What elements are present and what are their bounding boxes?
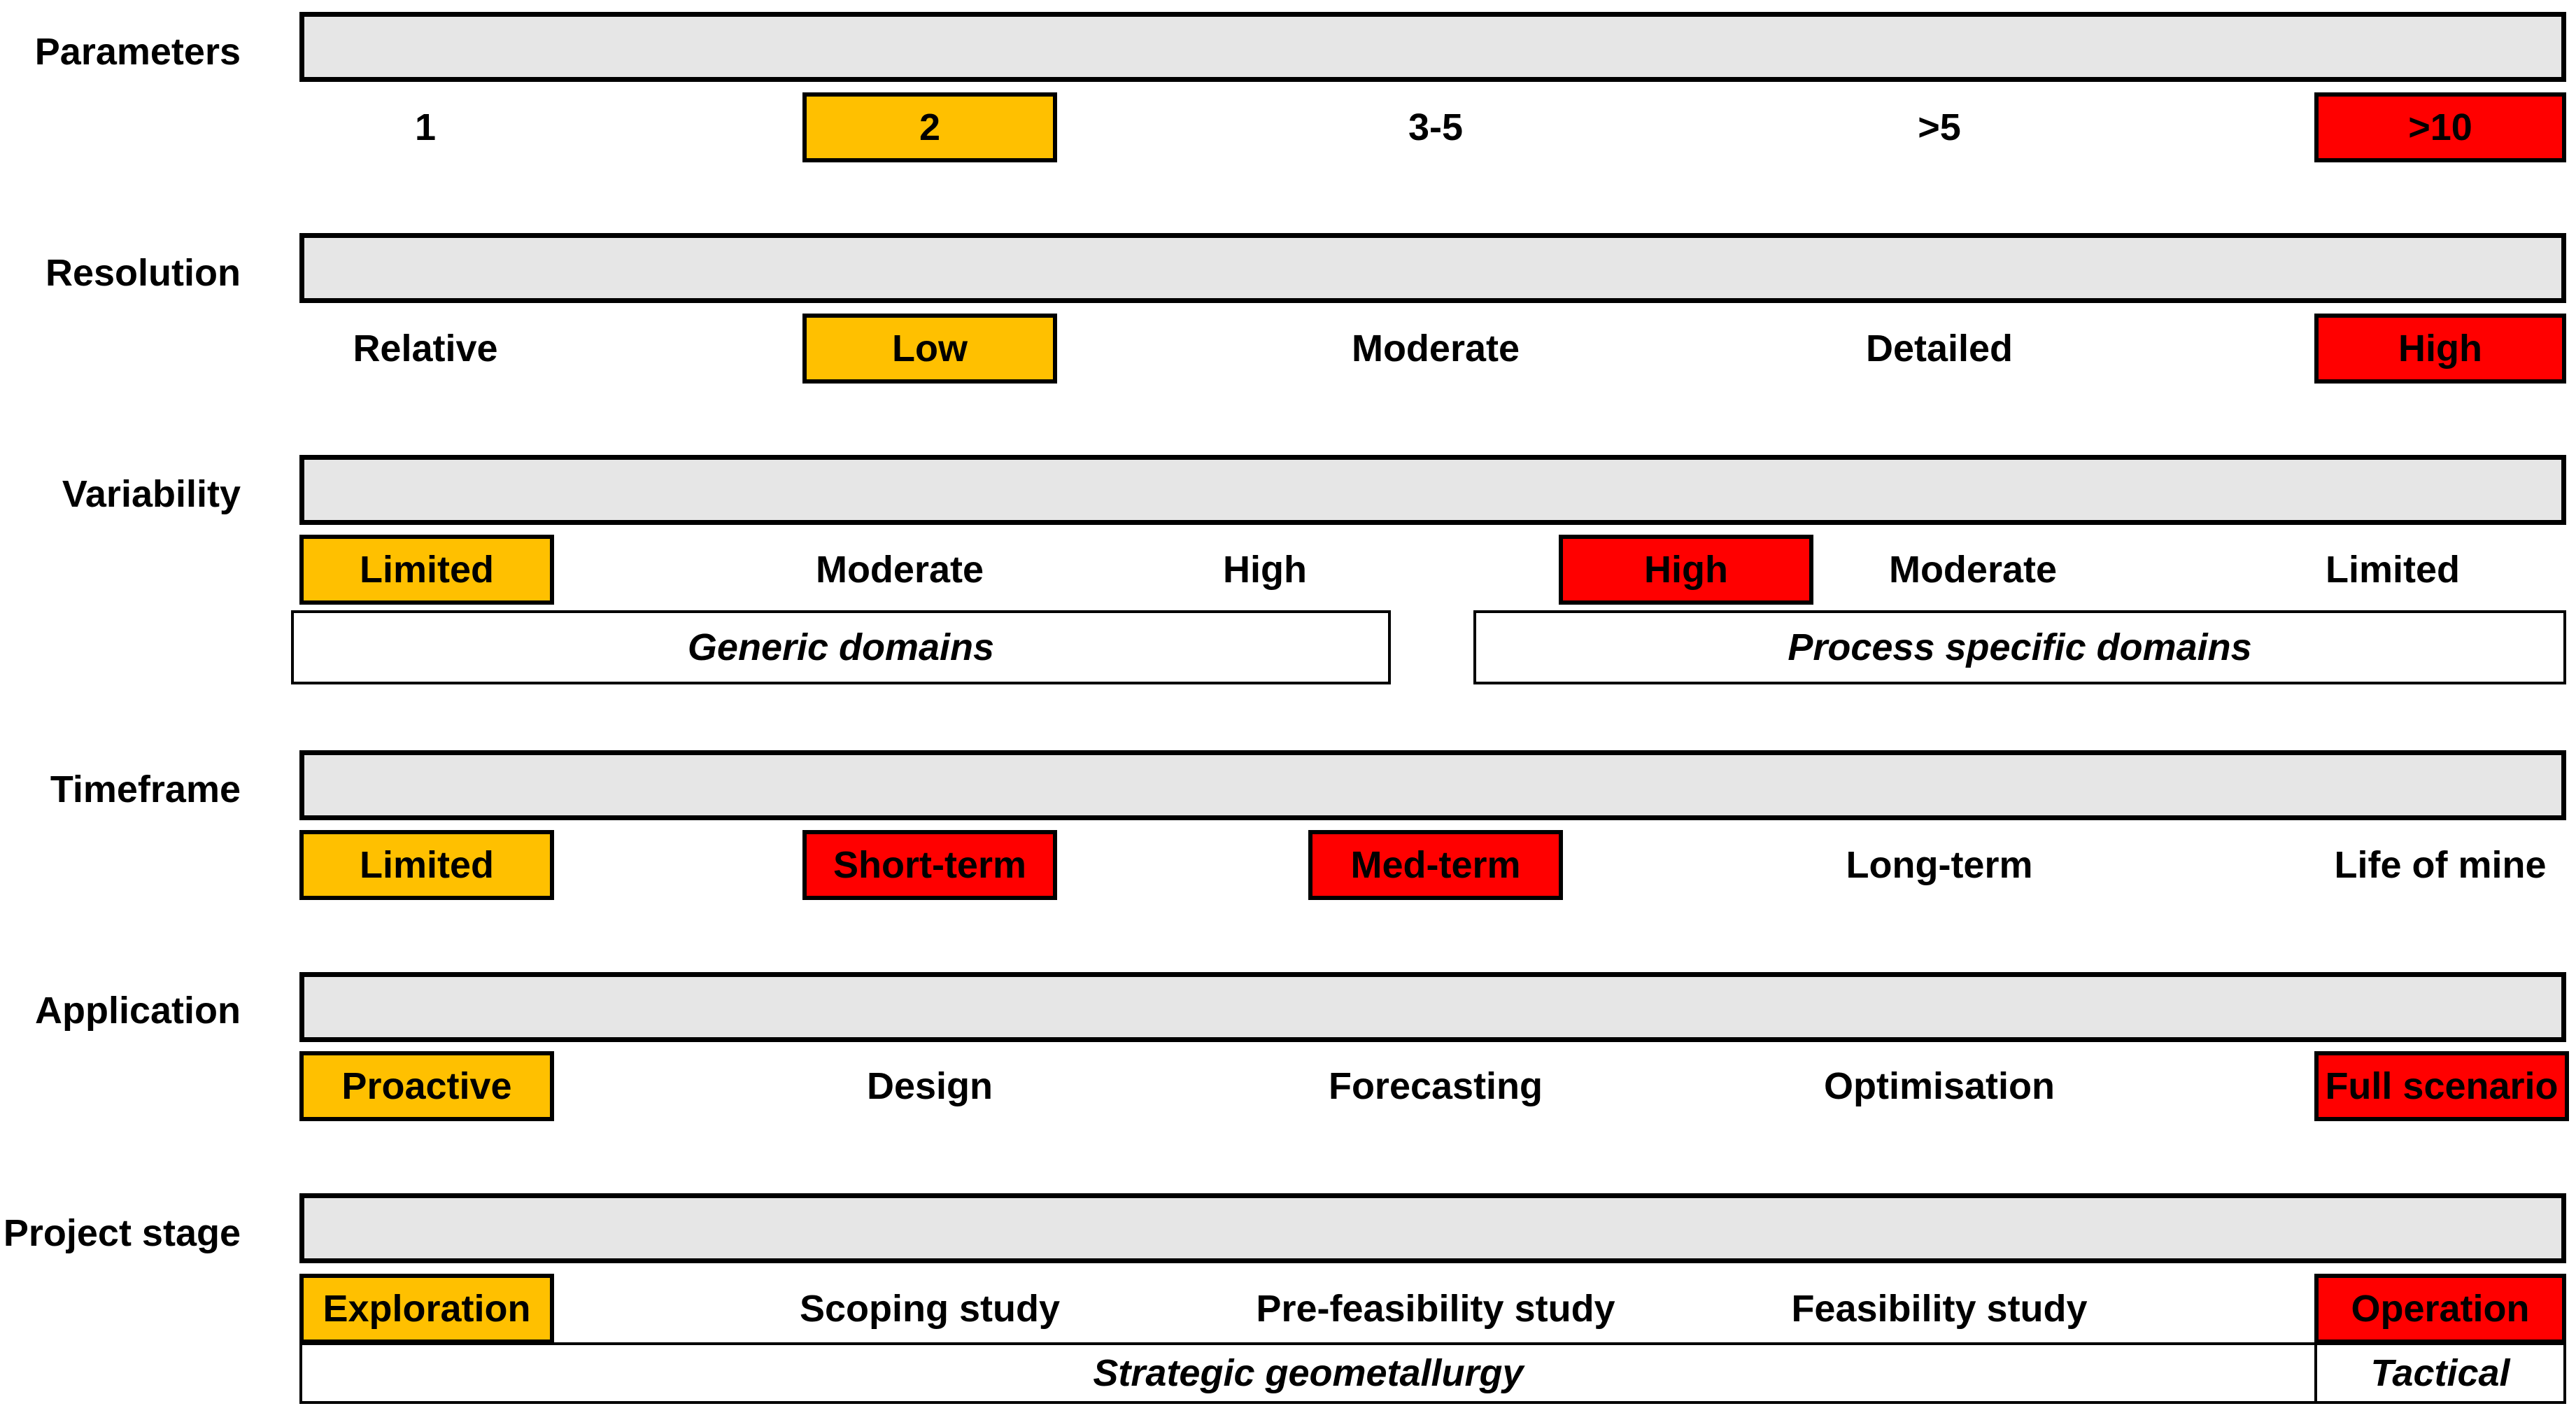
- cell-parameters-2: 2: [802, 92, 1057, 162]
- band-generic-domains: Generic domains: [291, 610, 1391, 684]
- cell-variability-6: Limited: [2325, 549, 2460, 591]
- cell-timeframe-2: Short-term: [802, 830, 1057, 900]
- cell-resolution-3: Moderate: [1351, 328, 1520, 370]
- scale-bar-timeframe: [299, 750, 2566, 820]
- cell-application-5: Full scenario: [2314, 1051, 2569, 1121]
- cell-resolution-2: Low: [802, 314, 1057, 384]
- scale-bar-variability: [299, 455, 2566, 525]
- cell-parameters-5: >10: [2314, 92, 2566, 162]
- band-tactical: Tactical: [2314, 1342, 2566, 1404]
- scale-bar-resolution: [299, 233, 2566, 303]
- row-label-parameters: Parameters: [34, 31, 241, 73]
- cell-variability-1: Limited: [299, 535, 554, 605]
- row-label-resolution: Resolution: [45, 252, 241, 294]
- cell-timeframe-4: Long-term: [1846, 844, 2033, 886]
- cell-resolution-5: High: [2314, 314, 2566, 384]
- row-label-variability: Variability: [62, 473, 241, 515]
- cell-variability-3: High: [1223, 549, 1307, 591]
- band-strategic-geometallurgy: Strategic geometallurgy: [299, 1342, 2317, 1404]
- cell-project-stage-2: Scoping study: [800, 1288, 1061, 1330]
- band-process-specific-domains: Process specific domains: [1473, 610, 2566, 684]
- cell-resolution-4: Detailed: [1865, 328, 2014, 370]
- cell-application-1: Proactive: [299, 1051, 554, 1121]
- cell-application-4: Optimisation: [1823, 1065, 2055, 1107]
- row-label-application: Application: [35, 990, 241, 1032]
- cell-application-3: Forecasting: [1328, 1065, 1543, 1107]
- cell-variability-2: Moderate: [815, 549, 984, 591]
- cell-timeframe-1: Limited: [299, 830, 554, 900]
- cell-application-2: Design: [866, 1065, 993, 1107]
- scale-bar-parameters: [299, 12, 2566, 82]
- cell-variability-4: High: [1559, 535, 1813, 605]
- row-label-project-stage: Project stage: [3, 1212, 241, 1254]
- row-label-timeframe: Timeframe: [50, 768, 241, 810]
- cell-project-stage-3: Pre-feasibility study: [1256, 1288, 1615, 1330]
- cell-timeframe-3: Med-term: [1308, 830, 1563, 900]
- cell-variability-5: Moderate: [1888, 549, 2058, 591]
- scale-bar-project-stage: [299, 1193, 2566, 1263]
- cell-parameters-3: 3-5: [1408, 106, 1464, 148]
- cell-project-stage-5: Operation: [2314, 1274, 2566, 1344]
- cell-parameters-4: >5: [1918, 106, 1961, 148]
- scale-bar-application: [299, 972, 2566, 1042]
- cell-parameters-1: 1: [414, 106, 437, 148]
- cell-project-stage-4: Feasibility study: [1791, 1288, 2088, 1330]
- cell-resolution-1: Relative: [353, 328, 498, 370]
- cell-project-stage-1: Exploration: [299, 1274, 554, 1344]
- cell-timeframe-5: Life of mine: [2334, 844, 2547, 886]
